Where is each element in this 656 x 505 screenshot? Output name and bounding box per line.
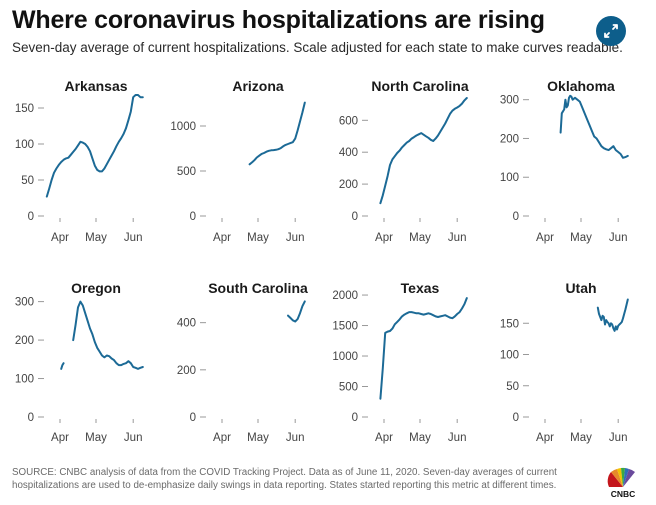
south-carolina-y-tick: 400	[177, 318, 196, 330]
arkansas-y-tick: 50	[21, 175, 34, 187]
south-carolina-title: South Carolina	[208, 280, 308, 296]
oregon-y-tick: 200	[15, 335, 34, 347]
north-carolina-y-tick: 200	[339, 179, 358, 191]
arkansas-y-tick: 100	[15, 139, 34, 151]
utah-y-tick: 50	[506, 381, 519, 393]
oklahoma-x-tick: May	[570, 232, 592, 244]
north-carolina-y-tick: 0	[352, 211, 358, 223]
utah-y-tick: 100	[500, 350, 519, 362]
texas-y-tick: 1000	[332, 351, 358, 363]
oregon-series-line	[60, 362, 65, 370]
utah-y-tick: 150	[500, 318, 519, 330]
texas-y-tick: 2000	[332, 290, 358, 302]
oregon-x-tick: Apr	[51, 432, 69, 444]
chart-subtitle: Seven-day average of current hospitaliza…	[12, 40, 623, 55]
arizona-x-tick: May	[247, 232, 269, 244]
arizona-y-tick: 0	[190, 211, 196, 223]
oregon-title: Oregon	[71, 280, 121, 296]
expand-arrows-icon[interactable]	[596, 16, 626, 46]
oklahoma-x-tick: Apr	[536, 232, 554, 244]
arizona-y-tick: 1000	[170, 121, 196, 133]
oregon-series-line	[72, 300, 144, 370]
utah-series-line	[596, 298, 629, 332]
arkansas-series-line	[45, 94, 144, 198]
arkansas-x-tick: Jun	[124, 232, 143, 244]
texas-series-line	[379, 297, 468, 400]
south-carolina-series-line	[287, 300, 306, 323]
texas-y-tick: 0	[352, 412, 358, 424]
north-carolina-y-tick: 400	[339, 147, 358, 159]
oklahoma-y-tick: 300	[500, 95, 519, 107]
utah-title: Utah	[565, 280, 596, 296]
arkansas-y-tick: 150	[15, 103, 34, 115]
oklahoma-y-tick: 0	[513, 211, 519, 223]
oklahoma-y-tick: 100	[500, 172, 519, 184]
source-line-2: hospitalizations are used to de-emphasiz…	[12, 480, 557, 491]
arizona-series-line	[248, 101, 306, 166]
texas-x-tick: Jun	[448, 432, 467, 444]
oregon-y-tick: 300	[15, 297, 34, 309]
utah-x-tick: Jun	[609, 432, 628, 444]
source-line-1: SOURCE: CNBC analysis of data from the C…	[12, 467, 557, 478]
arizona-x-tick: Apr	[213, 232, 231, 244]
texas-title: Texas	[401, 280, 440, 296]
utah-x-tick: May	[570, 432, 592, 444]
logo-text: CNBC	[611, 489, 636, 498]
oregon-y-tick: 0	[28, 412, 34, 424]
utah-x-tick: Apr	[536, 432, 554, 444]
source-note: SOURCE: CNBC analysis of data from the C…	[12, 466, 572, 492]
south-carolina-y-tick: 0	[190, 412, 196, 424]
texas-x-tick: Apr	[375, 432, 393, 444]
nbc-peacock-icon: CNBC	[600, 466, 646, 499]
north-carolina-x-tick: Apr	[375, 232, 393, 244]
south-carolina-x-tick: Apr	[213, 432, 231, 444]
arkansas-title: Arkansas	[64, 78, 127, 94]
oklahoma-title: Oklahoma	[547, 78, 615, 94]
arizona-y-tick: 500	[177, 166, 196, 178]
texas-x-tick: May	[409, 432, 431, 444]
texas-y-tick: 500	[339, 382, 358, 394]
north-carolina-y-tick: 600	[339, 115, 358, 127]
oklahoma-series-line	[559, 94, 629, 159]
north-carolina-title: North Carolina	[371, 78, 468, 94]
texas-y-tick: 1500	[332, 321, 358, 333]
north-carolina-x-tick: May	[409, 232, 431, 244]
arkansas-x-tick: May	[85, 232, 107, 244]
south-carolina-y-tick: 200	[177, 365, 196, 377]
utah-y-tick: 0	[513, 412, 519, 424]
arizona-title: Arizona	[232, 78, 284, 94]
oklahoma-x-tick: Jun	[609, 232, 628, 244]
north-carolina-x-tick: Jun	[448, 232, 467, 244]
south-carolina-x-tick: Jun	[286, 432, 305, 444]
oklahoma-y-tick: 200	[500, 133, 519, 145]
oregon-x-tick: May	[85, 432, 107, 444]
arkansas-y-tick: 0	[28, 211, 34, 223]
arkansas-x-tick: Apr	[51, 232, 69, 244]
chart-title: Where coronavirus hospitalizations are r…	[12, 6, 545, 34]
arizona-x-tick: Jun	[286, 232, 305, 244]
north-carolina-series-line	[379, 97, 468, 205]
oregon-y-tick: 100	[15, 374, 34, 386]
south-carolina-x-tick: May	[247, 432, 269, 444]
oregon-x-tick: Jun	[124, 432, 143, 444]
